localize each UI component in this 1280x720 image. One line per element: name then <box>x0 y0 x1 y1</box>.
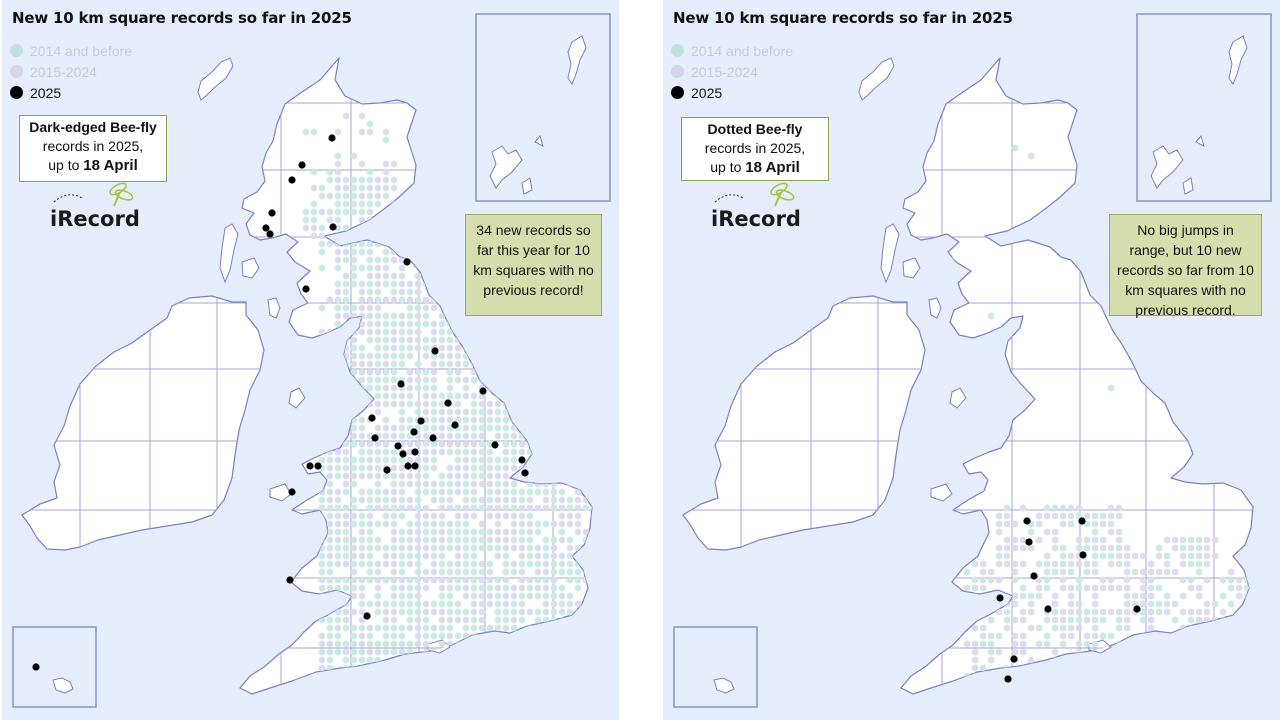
new-record-point <box>411 448 419 456</box>
new-record-point <box>1133 605 1141 613</box>
new-record-point <box>479 387 487 395</box>
callout-prefix: up to <box>710 159 746 175</box>
callout-prefix: up to <box>48 157 84 173</box>
legend-label: 2025 <box>30 84 62 101</box>
new-record-point <box>410 428 418 436</box>
irecord-logo-graphic: iRecord <box>711 182 801 231</box>
new-record-point <box>1030 572 1038 580</box>
irecord-logo: iRecord <box>48 180 140 231</box>
species-callout: Dark-edged Bee-fly records in 2025, up t… <box>19 115 167 182</box>
distribution-map <box>663 0 1280 720</box>
new-record-point <box>368 414 376 422</box>
summary-note: 34 new records so far this year for 10 k… <box>465 214 602 316</box>
irecord-logo-text: iRecord <box>50 207 140 230</box>
legend-dot-old <box>671 44 684 57</box>
map-legend: 2014 and before 2015-2024 2025 <box>10 40 132 103</box>
map-legend: 2014 and before 2015-2024 2025 <box>671 40 793 103</box>
new-record-point <box>288 176 296 184</box>
new-record-point <box>417 417 425 425</box>
new-record-point <box>383 466 391 474</box>
new-record-point <box>363 612 371 620</box>
new-record-point <box>298 161 306 169</box>
legend-label: 2015-2024 <box>691 63 758 80</box>
legend-label: 2014 and before <box>30 42 132 59</box>
new-record-point <box>1044 605 1052 613</box>
legend-dot-old <box>10 44 23 57</box>
new-record-point <box>394 442 402 450</box>
new-record-point <box>1010 655 1018 663</box>
legend-item-2014-and-before: 2014 and before <box>671 40 793 61</box>
new-record-point <box>397 380 405 388</box>
new-record-point <box>266 230 274 238</box>
map-title: New 10 km square records so far in 2025 <box>12 9 352 27</box>
irecord-logo-graphic: iRecord <box>50 182 140 231</box>
new-record-point <box>32 663 40 671</box>
callout-line-2: records in 2025, <box>42 138 144 154</box>
new-record-point <box>328 134 336 142</box>
distribution-map <box>2 0 619 720</box>
legend-dot-new <box>10 86 23 99</box>
legend-dot-mid <box>671 65 684 78</box>
new-record-point <box>431 347 439 355</box>
legend-label: 2015-2024 <box>30 63 97 80</box>
legend-label: 2014 and before <box>691 42 793 59</box>
new-record-point <box>996 594 1004 602</box>
new-record-point <box>521 469 529 477</box>
legend-item-2025: 2025 <box>10 82 132 103</box>
new-record-point <box>306 462 314 470</box>
new-record-point <box>444 399 452 407</box>
legend-dot-new <box>671 86 684 99</box>
callout-line-3: up to 18 April <box>686 158 824 177</box>
new-record-point <box>371 434 379 442</box>
legend-item-2015-2024: 2015-2024 <box>10 61 132 82</box>
new-record-point <box>399 450 407 458</box>
new-2025-records-layer <box>996 517 1141 683</box>
legend-item-2025: 2025 <box>671 82 793 103</box>
new-record-point <box>404 462 412 470</box>
new-record-point <box>1004 675 1012 683</box>
new-record-point <box>288 488 296 496</box>
new-record-point <box>1025 538 1033 546</box>
new-record-point <box>268 209 276 217</box>
new-record-point <box>411 462 419 470</box>
new-record-point <box>329 223 337 231</box>
callout-line-3: up to 18 April <box>24 156 162 175</box>
new-2025-records-layer <box>32 134 529 671</box>
new-record-point <box>491 441 499 449</box>
summary-note: No big jumps in range, but 10 new record… <box>1109 214 1262 318</box>
map-title: New 10 km square records so far in 2025 <box>673 9 1013 27</box>
new-record-point <box>302 285 310 293</box>
new-record-point <box>286 576 294 584</box>
new-record-point <box>429 434 437 442</box>
new-record-point <box>262 224 270 232</box>
legend-label: 2025 <box>691 84 723 101</box>
legend-item-2015-2024: 2015-2024 <box>671 61 793 82</box>
irecord-logo-text: iRecord <box>711 207 801 230</box>
new-record-point <box>518 456 526 464</box>
new-record-point <box>403 258 411 266</box>
legend-item-2014-and-before: 2014 and before <box>10 40 132 61</box>
irecord-logo: iRecord <box>709 180 801 231</box>
species-callout: Dotted Bee-fly records in 2025, up to 18… <box>681 117 829 181</box>
callout-date: 18 April <box>83 157 138 174</box>
new-record-point <box>1079 551 1087 559</box>
new-record-point <box>1078 517 1086 525</box>
callout-date: 18 April <box>745 159 800 176</box>
map-panel-dotted-bee-fly: New 10 km square records so far in 2025 … <box>663 0 1280 720</box>
map-panel-dark-edged-bee-fly: New 10 km square records so far in 2025 … <box>2 0 619 720</box>
species-name: Dark-edged Bee-fly <box>29 119 157 135</box>
new-record-point <box>314 462 322 470</box>
new-record-point <box>451 421 459 429</box>
species-name: Dotted Bee-fly <box>707 121 803 137</box>
callout-line-2: records in 2025, <box>704 140 806 156</box>
new-record-point <box>1023 517 1031 525</box>
legend-dot-mid <box>10 65 23 78</box>
